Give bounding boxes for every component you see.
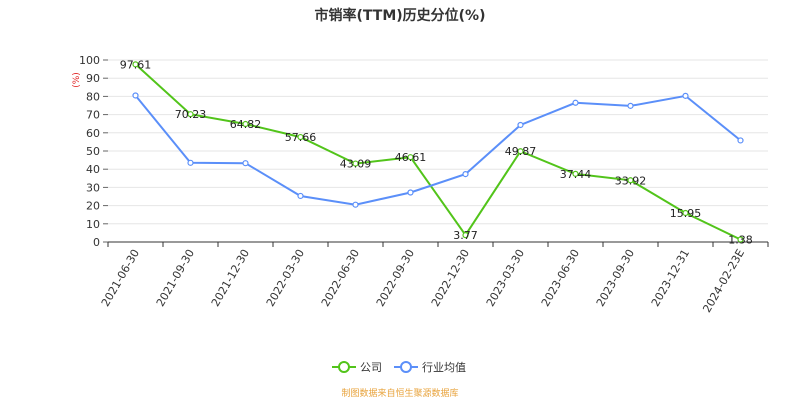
grid [108,59,768,243]
x-tick-label: 2022-06-30 [319,247,362,309]
legend[interactable]: 公司 行业均值 [332,361,466,374]
data-point[interactable] [297,192,304,200]
data-point[interactable] [627,102,634,109]
y-tick-label: 40 [86,163,100,176]
data-point[interactable] [572,170,579,177]
y-tick-label: 80 [86,90,100,103]
legend-label-industry: 行业均值 [422,361,466,374]
y-tick-label: 100 [79,54,100,67]
legend-item-company[interactable]: 公司 [332,361,382,374]
data-point[interactable] [187,111,194,118]
x-tick-label: 2022-12-30 [429,247,472,309]
data-point[interactable] [242,120,249,128]
x-tick-label: 2021-12-30 [209,247,252,309]
series-group [132,61,744,243]
y-axis: 0 10 20 30 40 50 60 70 80 90 100 [79,54,108,249]
data-point[interactable] [572,99,579,106]
x-tick-label: 2023-09-30 [594,247,637,309]
data-point[interactable] [462,232,469,239]
data-point[interactable] [407,154,414,161]
data-point[interactable] [407,189,414,196]
y-tick-label: 90 [86,72,100,85]
data-label: 97.61 [120,58,152,71]
data-point[interactable] [517,148,524,155]
x-tick-label: 2024-02-23E [700,247,747,315]
data-label: 1.38 [728,233,753,246]
x-tick-label: 2023-12-31 [649,247,692,309]
data-point[interactable] [682,209,689,217]
x-tick-label: 2023-03-30 [484,247,527,309]
data-labels: 97.61 70.23 64.82 57.66 43.09 46.61 3.77 49.87 3… [120,58,753,246]
data-label: 57.66 [285,131,317,144]
data-label: 46.61 [395,151,427,164]
data-label: 49.87 [505,145,537,158]
data-label: 64.82 [230,118,262,131]
y-tick-label: 20 [86,200,100,213]
data-label: 15.95 [670,207,702,220]
y-tick-label: 50 [86,145,100,158]
data-point[interactable] [132,61,139,68]
data-point[interactable] [737,236,744,243]
data-point[interactable] [462,171,469,178]
data-point[interactable] [242,160,249,167]
x-tick-label: 2022-09-30 [374,247,417,309]
data-point[interactable] [352,160,359,167]
legend-item-industry[interactable]: 行业均值 [394,361,466,374]
data-label: 37.44 [560,168,592,181]
series-line-0 [134,63,741,241]
data-point[interactable] [737,137,744,144]
series-line-1 [134,94,742,206]
data-point[interactable] [682,92,689,99]
y-tick-label: 70 [86,109,100,122]
y-tick-label: 30 [86,181,100,194]
legend-marker-industry [400,361,412,373]
x-tick-label: 2023-06-30 [539,247,582,309]
data-point[interactable] [132,92,139,99]
data-label: 33.92 [615,174,647,187]
y-tick-label: 60 [86,127,100,140]
data-label: 70.23 [175,108,207,121]
x-axis: 2021-06-30 2021-09-30 2021-12-30 2022-03-30… [99,241,769,315]
x-tick-label: 2021-09-30 [154,247,197,309]
data-point[interactable] [352,201,359,208]
legend-label-company: 公司 [360,361,382,374]
y-axis-unit: (%) [72,72,82,88]
data-label: 43.09 [340,158,372,171]
data-point[interactable] [297,133,304,141]
x-tick-label: 2021-06-30 [99,247,142,309]
data-point[interactable] [187,159,194,166]
legend-marker-company [338,361,350,373]
data-label: 3.77 [453,229,478,242]
data-point[interactable] [627,177,634,184]
x-tick-label: 2022-03-30 [264,247,307,309]
data-source-note: 制图数据来自恒生聚源数据库 [341,387,458,399]
y-tick-label: 10 [86,218,100,231]
chart-title: 市销率(TTM)历史分位(%) [315,7,486,24]
y-tick-label: 0 [93,236,100,249]
data-point[interactable] [517,121,524,129]
